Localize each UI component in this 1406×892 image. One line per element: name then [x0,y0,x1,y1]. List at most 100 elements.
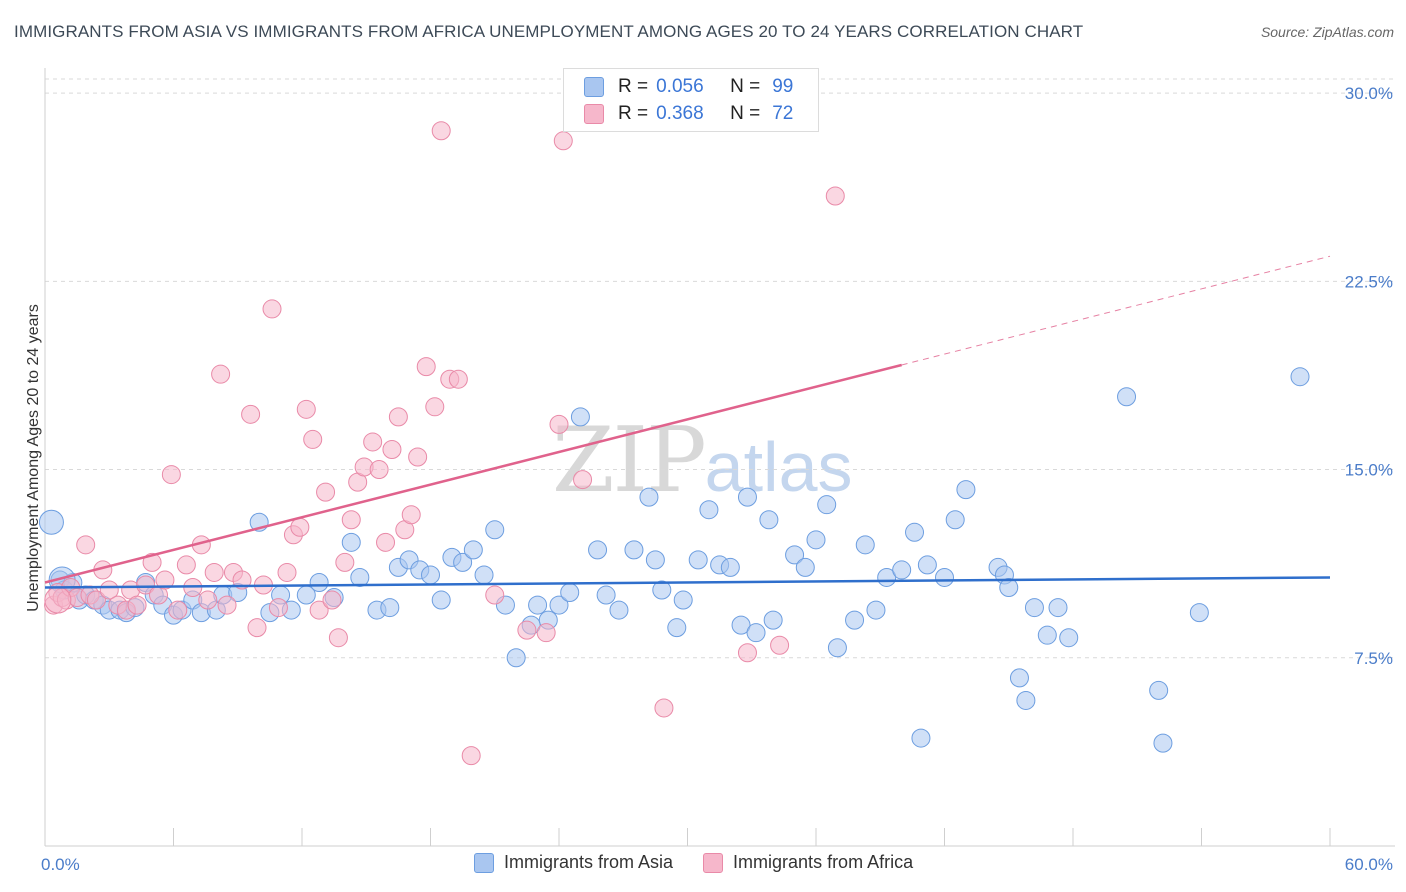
watermark: ZIPatlas [552,408,853,513]
legend-swatch-africa [584,104,604,124]
asia-point [463,540,483,560]
africa-point [99,580,119,600]
africa-point [431,121,451,141]
watermark-atlas: atlas [704,428,853,506]
asia-point [817,495,837,515]
tick-labels: 7.5% 15.0% 22.5% 30.0% 0.0% 60.0% [41,84,1393,874]
asia-point [474,565,494,585]
asia-point [609,600,629,620]
asia-point [38,509,64,535]
asia-point [737,487,757,507]
series-legend: Immigrants from Asia Immigrants from Afr… [474,852,943,873]
asia-point [688,550,708,570]
asia-point [588,540,608,560]
africa-point [211,364,231,384]
africa-point [448,369,468,389]
y-tick-label: 30.0% [1345,84,1393,103]
asia-point [1059,628,1079,648]
legend-swatch-asia [584,77,604,97]
africa-point [388,407,408,427]
africa-point [161,465,181,485]
africa-point [341,510,361,530]
africa-point [549,414,569,434]
asia-point [866,600,886,620]
africa-point [296,399,316,419]
africa-point [517,620,537,640]
asia-point [309,572,329,592]
africa-point [573,470,593,490]
series-swatch-africa [703,852,724,873]
asia-point [806,530,826,550]
series-label-asia: Immigrants from Asia [504,852,674,872]
africa-point [217,595,237,615]
africa-point [247,618,267,638]
asia-point [1189,603,1209,623]
asia-point [380,598,400,618]
trend-line-asia [44,576,1331,589]
asia-point [855,535,875,555]
africa-point [737,643,757,663]
source-label: Source: ZipAtlas.com [1260,24,1394,40]
asia-point [763,610,783,630]
y-axis-label: Unemployment Among Ages 20 to 24 years [25,304,42,612]
africa-point [416,357,436,377]
series-legend-asia[interactable]: Immigrants from Asia [474,852,673,873]
africa-point [536,623,556,643]
africa-point [44,586,72,614]
africa-point [376,532,396,552]
africa-points [44,121,845,766]
africa-point [485,585,505,605]
asia-point [652,580,672,600]
africa-point [86,590,106,610]
legend-n-value-africa: 72 [772,103,794,124]
legend-r-label: R = [618,76,649,97]
asia-point [624,540,644,560]
africa-point [322,590,342,610]
africa-point [363,432,383,452]
africa-point [770,635,790,655]
y-tick-label: 15.0% [1345,461,1393,480]
asia-point [917,555,937,575]
africa-point [168,600,188,620]
asia-point [528,595,548,615]
asia-point [911,728,931,748]
asia-point [746,623,766,643]
africa-point [136,575,156,595]
africa-point [316,482,336,502]
legend-row-asia: R = 0.056 N = 99 [584,74,793,100]
series-legend-africa[interactable]: Immigrants from Africa [703,852,913,873]
asia-point [673,590,693,610]
africa-point [382,439,402,459]
legend: R = 0.056 N = 99 R = 0.368 N = 72 [563,68,819,132]
asia-point [892,560,912,580]
asia-point [431,590,451,610]
legend-n-label: N = [730,103,761,124]
legend-r-label: R = [618,103,649,124]
asia-point [1037,625,1057,645]
series-label-africa: Immigrants from Africa [733,852,914,872]
asia-point [341,532,361,552]
legend-n-label: N = [730,76,761,97]
africa-point [262,299,282,319]
asia-point [785,545,805,565]
legend-r-value-asia: 0.056 [656,76,704,97]
asia-point [549,595,569,615]
asia-point [485,520,505,540]
africa-point [369,460,389,480]
asia-point [699,500,719,520]
asia-point [827,638,847,658]
legend-n-value-asia: 99 [772,76,794,97]
asia-point [1149,680,1169,700]
africa-point [553,131,573,151]
africa-point [290,517,310,537]
asia-point [1016,690,1036,710]
y-tick-label: 7.5% [1354,649,1393,668]
africa-point [328,628,348,648]
africa-point [825,186,845,206]
asia-point [1290,367,1310,387]
trend-line-africa-extension [901,255,1331,366]
africa-point [204,562,224,582]
axes [44,68,1395,847]
asia-point [570,407,590,427]
asia-point [956,480,976,500]
